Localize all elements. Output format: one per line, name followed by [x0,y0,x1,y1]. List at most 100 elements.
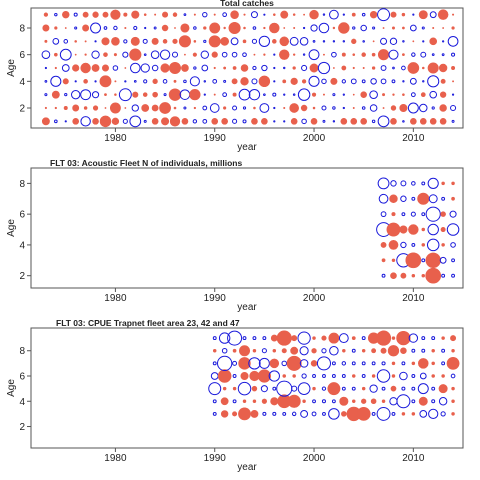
negative-residual [282,411,287,416]
positive-residual [380,347,387,354]
positive-residual [261,398,267,404]
negative-residual [50,75,62,87]
negative-residual [73,12,78,17]
negative-residual [425,206,441,222]
y-tick-label: 6 [19,210,25,221]
negative-residual [193,66,197,70]
negative-residual [242,106,247,110]
negative-residual [59,48,72,61]
negative-residual [329,9,339,20]
positive-residual [418,10,428,20]
negative-residual [389,37,398,46]
negative-residual [450,104,457,112]
negative-residual [283,93,286,96]
negative-residual [371,119,376,124]
negative-residual [361,336,366,341]
negative-residual [421,26,425,30]
negative-residual [438,397,448,406]
y-tick-label: 4 [19,240,25,251]
positive-residual [442,27,445,29]
negative-residual [171,51,179,58]
positive-residual [80,62,91,74]
positive-residual [211,51,218,58]
negative-residual [371,411,376,416]
negative-residual [331,374,336,378]
negative-residual [123,39,128,44]
positive-residual [425,252,441,268]
positive-residual [151,37,159,45]
negative-residual [212,336,217,341]
positive-residual [273,13,276,16]
positive-residual [242,39,247,44]
x-axis-label: year [237,302,257,313]
negative-residual [328,408,340,420]
negative-residual [44,79,48,83]
x-tick-label: 1980 [104,453,127,464]
x-tick-label: 1990 [204,133,227,144]
negative-residual [200,50,209,59]
negative-residual [411,399,416,404]
negative-residual [411,386,416,391]
negative-residual [322,374,326,378]
positive-residual [124,67,127,69]
positive-residual [390,385,397,392]
y-tick-label: 8 [19,346,25,357]
y-tick-label: 2 [19,104,25,115]
positive-residual [312,336,316,340]
negative-residual [251,78,258,85]
negative-residual [297,382,311,395]
positive-residual [452,13,455,16]
positive-residual [387,345,400,357]
positive-residual [220,397,229,406]
positive-residual [431,374,435,378]
negative-residual [332,93,336,97]
negative-residual [302,53,306,56]
negative-residual [392,66,395,70]
negative-residual [400,241,407,249]
positive-residual [420,92,426,98]
negative-residual [80,116,91,127]
positive-residual [51,90,60,99]
negative-residual [302,26,306,30]
positive-residual [74,40,77,43]
positive-residual [391,374,396,378]
positive-residual [429,37,438,46]
positive-residual [44,106,47,110]
negative-residual [441,361,446,366]
chart-title: FLT 03: Acoustic Fleet N of individuals,… [50,158,242,168]
positive-residual [217,369,232,383]
negative-residual [237,381,252,396]
positive-residual [74,53,77,56]
positive-residual [425,267,442,284]
negative-residual [300,409,309,418]
negative-residual [427,177,439,189]
positive-residual [253,53,256,56]
positive-residual [232,386,237,391]
positive-residual [382,93,386,97]
y-tick-label: 4 [19,397,25,408]
negative-residual [113,25,118,31]
negative-residual [272,386,277,391]
negative-residual [273,53,276,56]
negative-residual [289,36,299,46]
positive-residual [371,52,376,57]
positive-residual [193,13,196,16]
positive-residual [151,104,159,112]
positive-residual [390,272,397,280]
negative-residual [308,75,320,87]
negative-residual [232,374,237,378]
positive-residual [352,399,356,404]
positive-residual [109,102,121,114]
positive-residual [279,36,290,47]
positive-residual [439,118,447,125]
positive-residual [240,64,249,72]
y-axis-label: Age [6,379,17,397]
positive-residual [102,11,109,18]
positive-residual [451,66,456,70]
negative-residual [402,120,405,123]
negative-residual [369,104,378,112]
negative-residual [372,26,376,30]
negative-residual [232,360,238,366]
negative-residual [419,103,428,113]
negative-residual [361,79,366,84]
